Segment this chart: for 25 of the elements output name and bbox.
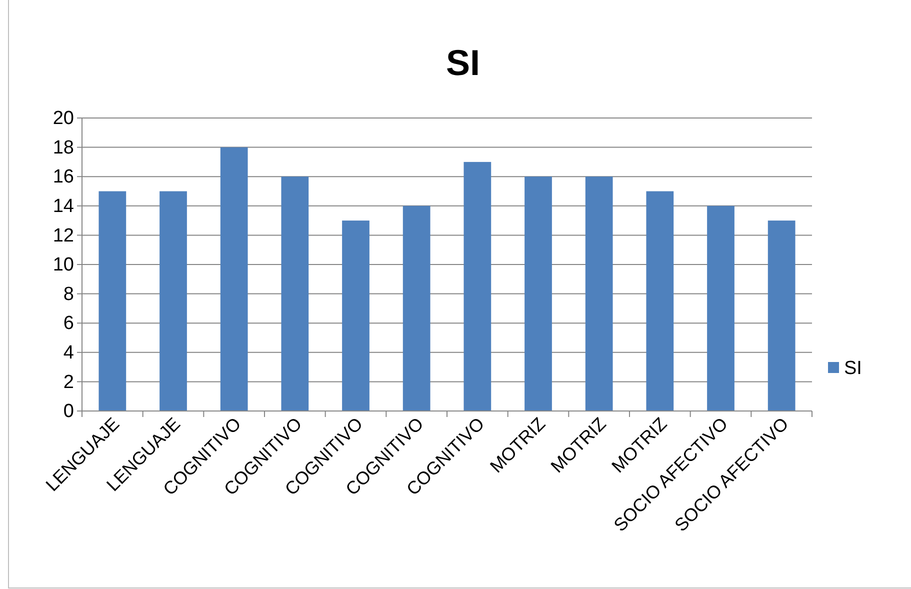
y-tick-label: 18 (52, 137, 74, 158)
bar (342, 220, 370, 411)
bar (646, 191, 674, 411)
y-tick-label: 12 (52, 225, 74, 246)
bar (524, 176, 552, 411)
bar (220, 147, 248, 411)
y-tick-label: 10 (52, 254, 74, 276)
y-tick-label: 0 (63, 401, 74, 422)
y-tick-label: 8 (63, 284, 74, 305)
y-tick-label: 16 (52, 166, 74, 188)
legend-label: SI (844, 358, 862, 379)
chart-title: SI (446, 42, 480, 83)
bar (402, 206, 430, 411)
bar (464, 162, 492, 411)
y-tick-label: 2 (63, 372, 74, 393)
y-tick-label: 14 (52, 196, 74, 217)
bar (768, 220, 796, 411)
bar (585, 176, 613, 411)
bar (160, 191, 187, 411)
bar (281, 176, 309, 411)
y-tick-label: 4 (63, 342, 74, 364)
bar (707, 206, 734, 411)
y-tick-label: 20 (52, 108, 74, 130)
y-tick-label: 6 (63, 313, 74, 334)
bar (98, 191, 126, 411)
